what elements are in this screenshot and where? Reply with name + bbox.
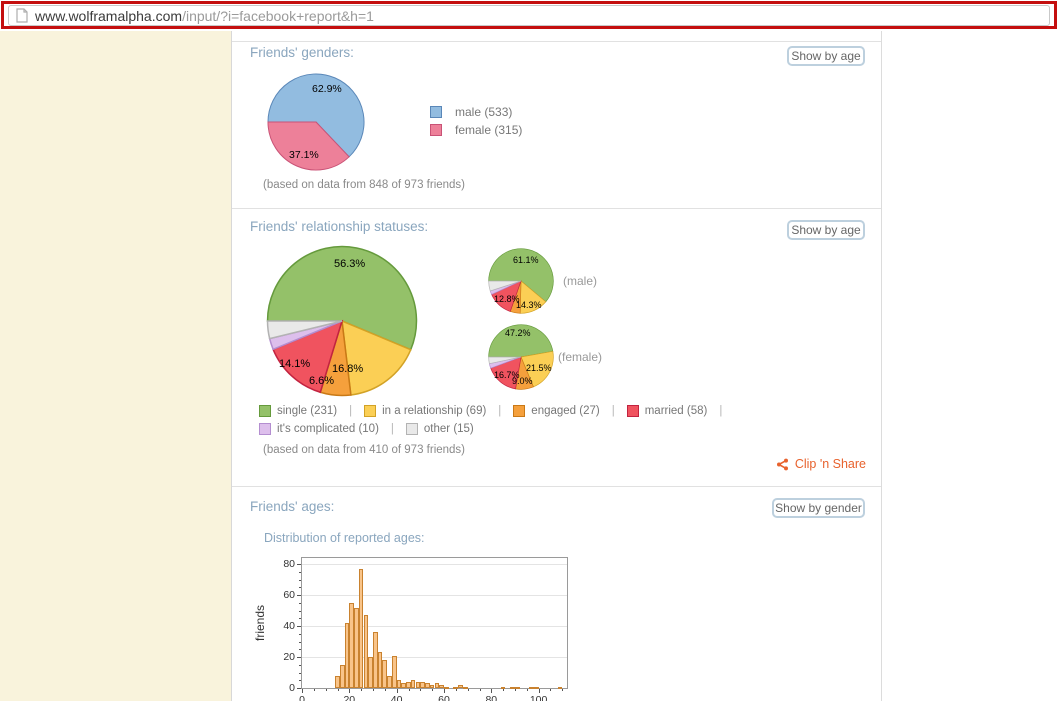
relationship-pie-chart: 56.3% 16.8% 6.6% 14.1% (266, 245, 418, 397)
relationship-legend-row-1: single (231) | in a relationship (69) | enga… (259, 405, 734, 417)
url-path: /input/?i=facebook+report&h=1 (182, 7, 374, 24)
histogram-subtitle: Distribution of reported ages: (264, 531, 425, 545)
female-pie-caption: (female) (558, 350, 603, 364)
clip-n-share-link[interactable]: Clip 'n Share (776, 457, 866, 471)
relationship-male-pie-chart: 61.1% 12.8% 14.3% (488, 248, 554, 314)
document-icon (16, 8, 28, 23)
relationship-legend-row-2: it's complicated (10) | other (15) (259, 423, 474, 435)
pod-separator (232, 41, 881, 42)
url-host: www.wolframalpha.com (35, 7, 183, 24)
pod-title-genders: Friends' genders: (250, 45, 354, 60)
ages-histogram: friends 0 20 40 60 80 100 0 20 40 60 80 (253, 557, 568, 701)
male-pie-caption: (male) (563, 274, 598, 288)
share-icon (776, 458, 789, 471)
pie-label-married-pct: 14.1% (279, 358, 311, 370)
gender-pie-chart: 62.9% 37.1% (267, 73, 365, 171)
left-margin-background (0, 31, 232, 701)
pie-label-male-pct: 62.9% (312, 83, 342, 95)
url-text: www.wolframalpha.com/input/?i=facebook+r… (35, 8, 374, 24)
pie-label-female-relationship-pct: 21.5% (526, 363, 552, 373)
pod-separator (232, 208, 881, 209)
address-bar-highlight-box: www.wolframalpha.com/input/?i=facebook+r… (1, 1, 1057, 29)
content-panel: Friends' genders: Show by age 62.9% 37.1… (232, 31, 881, 701)
pie-label-engaged-pct: 6.6% (309, 375, 335, 387)
pie-label-female-married-pct: 16.7% (494, 370, 520, 380)
pie-label-single-pct: 56.3% (334, 258, 366, 270)
pie-label-male-single-pct: 61.1% (513, 255, 539, 265)
pie-label-male-married-pct: 12.8% (494, 294, 520, 304)
show-by-age-button-genders[interactable]: Show by age (787, 46, 865, 66)
show-by-age-button-relationships[interactable]: Show by age (787, 220, 865, 240)
legend-item-male: male (533) (430, 105, 512, 119)
pie-label-female-single-pct: 47.2% (505, 328, 531, 338)
url-field[interactable]: www.wolframalpha.com/input/?i=facebook+r… (8, 5, 1050, 26)
caption-relationships: (based on data from 410 of 973 friends) (263, 444, 466, 456)
pie-label-female-pct: 37.1% (289, 149, 319, 161)
content-right-border (881, 31, 882, 701)
clip-n-share-label: Clip 'n Share (794, 457, 866, 471)
pod-separator (232, 486, 881, 487)
pod-title-ages: Friends' ages: (250, 499, 335, 514)
caption-genders: (based on data from 848 of 973 friends) (263, 179, 466, 191)
pie-label-male-relationship-pct: 14.3% (516, 300, 542, 310)
legend-item-female: female (315) (430, 123, 522, 137)
relationship-female-pie-chart: 47.2% 21.5% 9.0% 16.7% (488, 324, 554, 390)
show-by-gender-button[interactable]: Show by gender (772, 498, 865, 518)
pod-title-relationships: Friends' relationship statuses: (250, 219, 429, 234)
histogram-y-axis-label: friends (253, 604, 267, 642)
browser-address-bar: www.wolframalpha.com/input/?i=facebook+r… (0, 0, 1061, 31)
pie-label-relationship-pct: 16.8% (332, 363, 364, 375)
pie-label-female-engaged-pct: 9.0% (512, 376, 533, 386)
